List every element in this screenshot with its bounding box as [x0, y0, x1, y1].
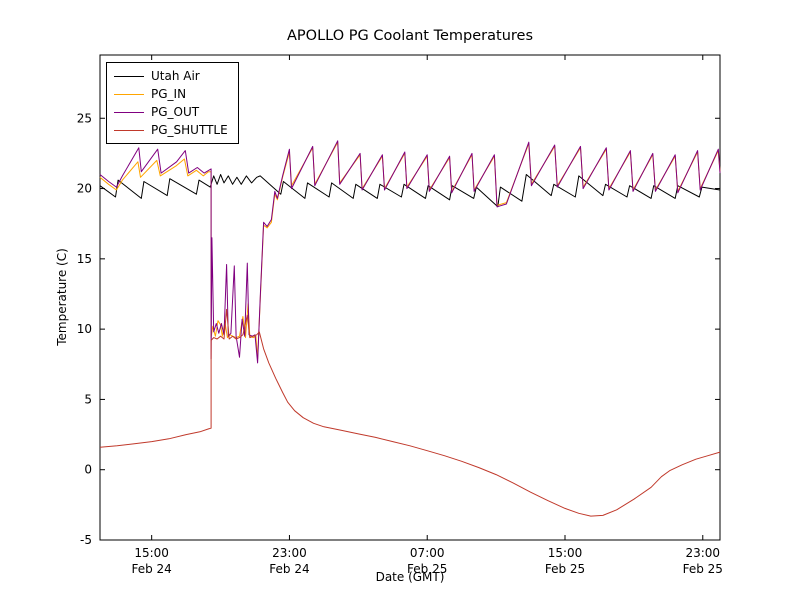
series-line-pg-shuttle — [99, 308, 721, 517]
x-tick-label-date: Feb 24 — [269, 562, 309, 576]
y-tick-label: 15 — [77, 252, 92, 266]
x-tick-label-time: 23:00 — [272, 546, 307, 560]
plot-border — [99, 54, 721, 541]
x-tick-label-time: 15:00 — [548, 546, 583, 560]
x-tick-label-date: Feb 24 — [131, 562, 171, 576]
x-axis-label: Date (GMT) — [375, 570, 445, 584]
y-tick-label: 10 — [77, 322, 92, 336]
legend-label: PG_SHUTTLE — [151, 123, 228, 137]
y-tick-label: 20 — [77, 182, 92, 196]
legend-label: Utah Air — [151, 69, 200, 83]
legend: Utah Air PG_IN PG_OUT PG_SHUTTLE — [106, 62, 239, 144]
legend-item-pg-in: PG_IN — [114, 85, 228, 103]
legend-item-utah-air: Utah Air — [114, 67, 228, 85]
series-line-pg-in — [99, 141, 721, 360]
legend-item-pg-out: PG_OUT — [114, 103, 228, 121]
y-tick-label: 0 — [84, 463, 92, 477]
y-tick-label: -5 — [80, 533, 92, 547]
x-tick-label-date: Feb 25 — [683, 562, 723, 576]
legend-line-swatch — [114, 129, 144, 131]
legend-item-pg-shuttle: PG_SHUTTLE — [114, 121, 228, 139]
chart-title: APOLLO PG Coolant Temperatures — [287, 28, 533, 44]
legend-line-swatch — [114, 75, 144, 77]
y-tick-label: 5 — [84, 392, 92, 406]
legend-line-swatch — [114, 111, 144, 113]
x-tick-label-date: Feb 25 — [407, 562, 447, 576]
x-tick-label-time: 07:00 — [410, 546, 445, 560]
series-line-utah-air — [99, 174, 721, 208]
x-tick-label-date: Feb 25 — [545, 562, 585, 576]
x-tick-label-time: 15:00 — [134, 546, 169, 560]
legend-label: PG_OUT — [151, 105, 200, 119]
x-tick-label-time: 23:00 — [685, 546, 720, 560]
legend-label: PG_IN — [151, 87, 187, 101]
y-tick-label: 25 — [77, 111, 92, 125]
y-axis-label: Temperature (C) — [55, 248, 69, 346]
legend-line-swatch — [114, 93, 144, 95]
series-line-pg-out — [99, 140, 721, 364]
